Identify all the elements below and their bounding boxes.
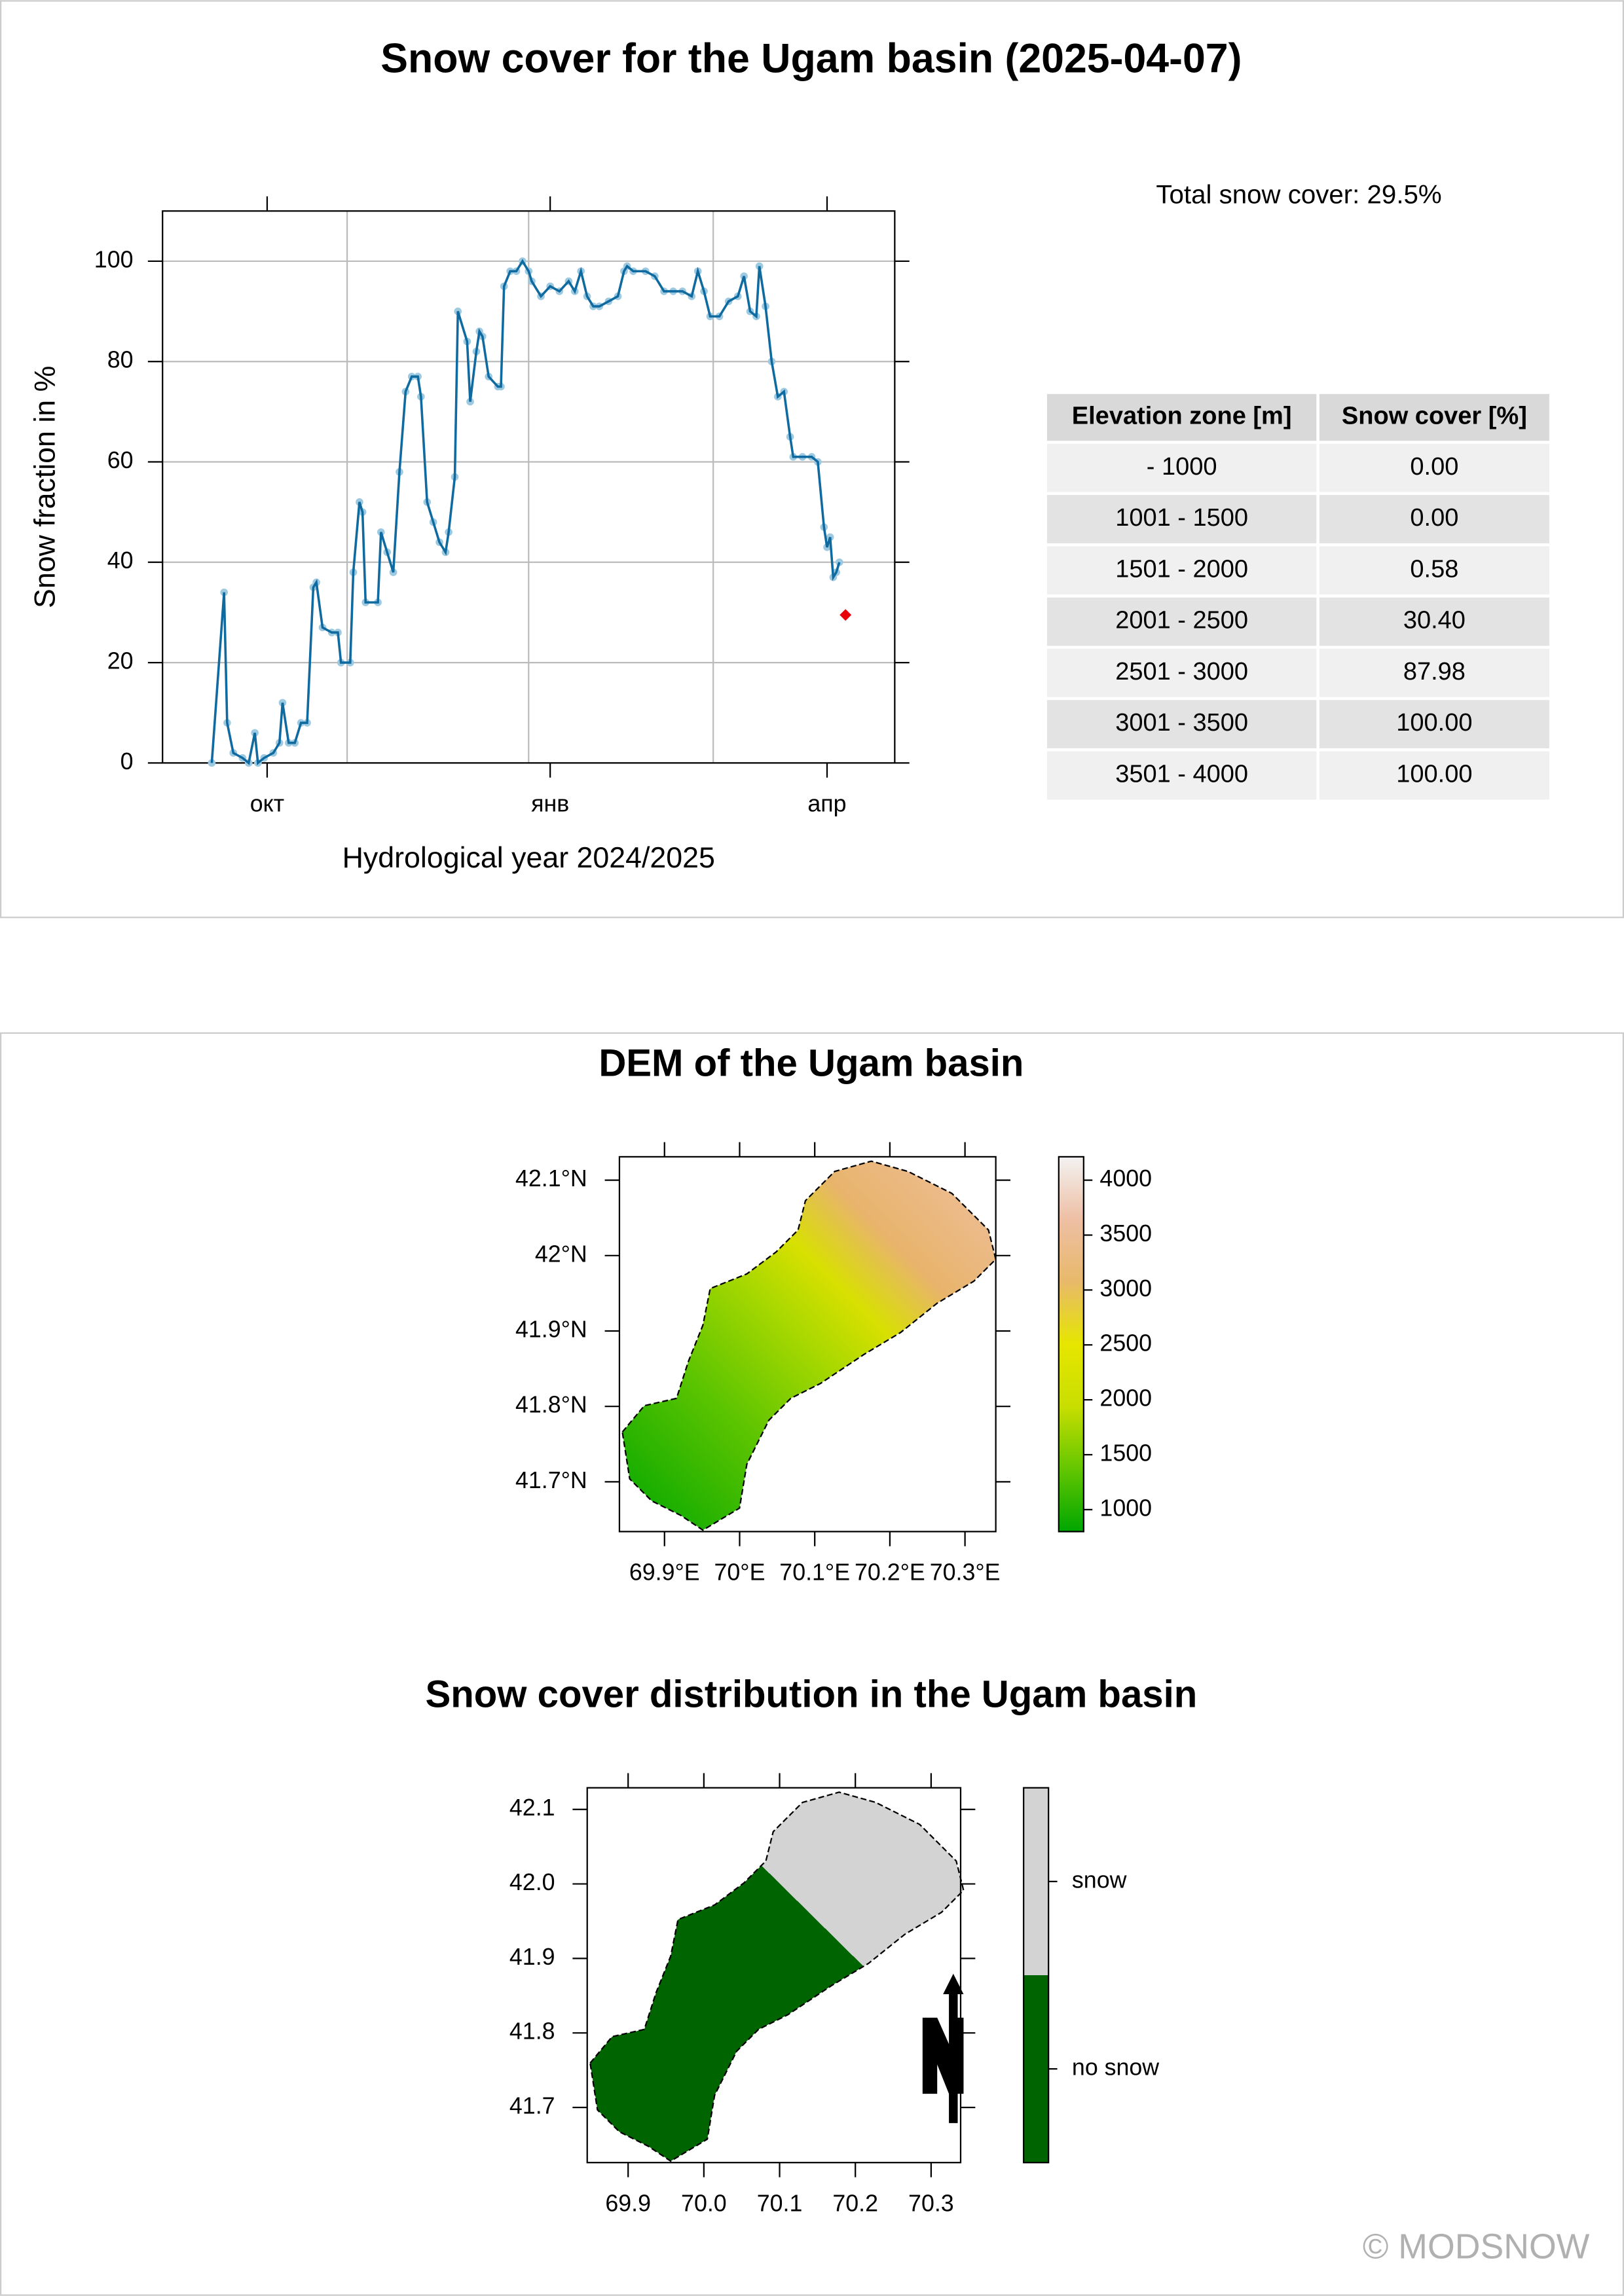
colorbar-label: 1500 [1099,1440,1152,1466]
x-tick-label: 70.1°E [779,1559,850,1586]
colorbar-label: 2500 [1099,1330,1152,1357]
legend-swatch [1024,1975,1049,2163]
table-cell-text: 0.00 [1410,453,1458,481]
y-tick-label: 42.1°N [515,1165,587,1192]
x-tick-label: апр [807,791,846,817]
map-frame [618,1156,997,1533]
data-point [208,759,216,767]
colorbar [1058,1156,1084,1533]
y-tick-label: 0 [120,748,134,774]
table-header: Elevation zone [m] [1072,403,1292,430]
y-tick-label: 41.7 [509,2092,555,2119]
legend-label: no snow [1072,2054,1159,2081]
table-cell [1316,646,1553,701]
colorbar-label: 2000 [1099,1385,1152,1412]
y-tick-label: 42.0 [509,1869,555,1895]
table-cell [1316,594,1553,649]
table-cell-text: 2501 - 3000 [1115,658,1248,685]
dem-basin [621,1160,997,1531]
y-tick-label: 41.7°N [515,1467,587,1493]
y-tick-label: 80 [107,347,134,373]
colorbar-label: 1000 [1099,1495,1152,1521]
panel-border [0,0,1624,919]
table-cell-text: - 1000 [1147,453,1217,481]
series-line [210,259,841,765]
current-point [840,609,852,621]
x-tick-label: 70°E [714,1559,765,1586]
table-cell-text: 87.98 [1403,658,1466,685]
y-tick-label: 42°N [535,1241,587,1267]
y-tick-label: 42.1 [509,1795,555,1821]
map-title: Snow cover distribution in the Ugam basi… [425,1673,1197,1715]
y-tick-label: 20 [107,648,134,674]
x-axis-title: Hydrological year 2024/2025 [342,842,715,874]
x-tick-label: 70.1 [757,2191,803,2217]
table-cell [1316,748,1553,803]
x-tick-label: 70.2°E [855,1559,925,1586]
table-cell [1044,543,1320,598]
north-arrow [922,1973,964,2123]
colorbar-label: 3000 [1099,1275,1152,1302]
table-header-cell [1044,391,1320,444]
colorbar-label: 3500 [1099,1220,1152,1247]
table-cell-text: 100.00 [1396,709,1472,737]
table-cell-text: 0.58 [1410,555,1458,583]
table-header: Snow cover [%] [1342,403,1527,430]
x-tick-label: окт [250,791,284,817]
legend-frame [1023,1787,1050,2164]
map-title: DEM of the Ugam basin [599,1042,1024,1085]
table-cell-text: 0.00 [1410,504,1458,532]
plot-frame [162,210,896,764]
y-tick-label: 100 [94,246,134,272]
table-cell [1316,492,1553,547]
legend-label: snow [1072,1867,1127,1893]
total-snow-cover: Total snow cover: 29.5% [1156,180,1441,210]
table-cell [1044,492,1320,547]
table-cell-text: 100.00 [1396,760,1472,788]
data-point [835,558,843,566]
table-cell-text: 2001 - 2500 [1115,607,1248,634]
table-cell-text: 3501 - 4000 [1115,760,1248,788]
map-frame [586,1787,962,2164]
x-tick-label: 69.9°E [629,1559,700,1586]
snow-basin [589,1791,965,2162]
y-tick-label: 41.9 [509,1944,555,1970]
table-cell-text: 1501 - 2000 [1115,555,1248,583]
colorbar-label: 4000 [1099,1165,1152,1192]
x-tick-label: 69.9 [605,2191,651,2217]
table-cell-text: 30.40 [1403,607,1466,634]
legend-swatch [1024,1787,1049,1975]
x-tick-label: 70.0 [681,2191,727,2217]
table-cell-text: 1001 - 1500 [1115,504,1248,532]
x-tick-label: 70.3°E [930,1559,1001,1586]
y-tick-label: 41.8°N [515,1392,587,1418]
copyright: © MODSNOW [1363,2227,1590,2266]
table-cell [1044,748,1320,803]
table-cell [1316,441,1553,496]
y-tick-label: 41.8 [509,2018,555,2045]
x-tick-label: 70.2 [832,2191,878,2217]
y-tick-label: 60 [107,447,134,473]
panel-border [0,1032,1624,2296]
table-cell [1316,697,1553,752]
table-header-cell [1316,391,1553,444]
page-title: Snow cover for the Ugam basin (2025-04-0… [380,36,1242,82]
x-tick-label: 70.3 [908,2191,954,2217]
y-tick-label: 40 [107,547,134,574]
y-tick-label: 41.9°N [515,1316,587,1342]
y-axis-title: Snow fraction in % [29,366,61,608]
x-tick-label: янв [531,791,569,817]
table-cell-text: 3001 - 3500 [1115,709,1248,737]
